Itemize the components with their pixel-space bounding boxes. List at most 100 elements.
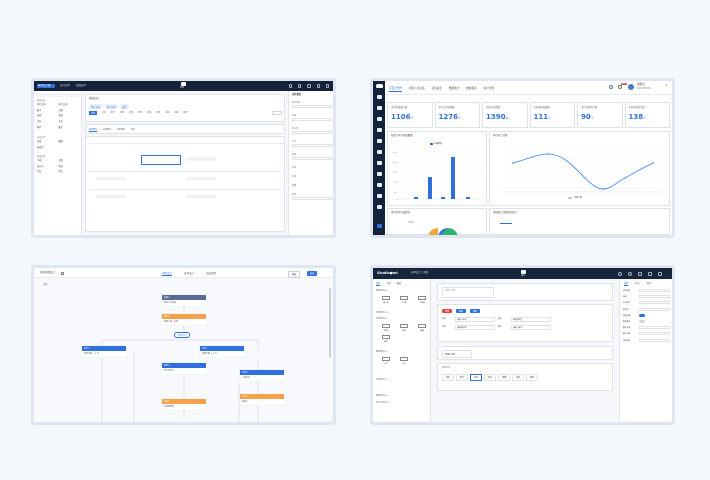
field-placeholder[interactable] [186, 195, 216, 198]
close-icon[interactable] [658, 271, 662, 276]
form-center-icon[interactable] [181, 82, 186, 86]
delete-button[interactable]: 删除 [470, 309, 481, 314]
palette-item[interactable]: 评分 [37, 120, 42, 124]
props-row[interactable]: 校验规则 [623, 338, 670, 342]
palette-item[interactable]: 签名 [58, 170, 63, 174]
flow-node-notify[interactable]: 抄送人 发起人 [240, 394, 284, 405]
props-row[interactable]: 必填 [292, 165, 332, 169]
kpi-card[interactable]: 本月新增客户数 1106个 [387, 102, 433, 128]
chart-icon[interactable] [376, 139, 382, 143]
required-toggle[interactable] [639, 313, 645, 317]
tab-components[interactable]: 组件 [376, 282, 381, 286]
palette-item[interactable]: 分组 [37, 140, 42, 143]
shield-icon[interactable] [376, 117, 382, 121]
component-group[interactable]: 数据展示(9) [376, 351, 388, 353]
flow-node-approver[interactable]: 审批人 直属上级 · 会签 [162, 314, 206, 325]
workflow-card[interactable]: 审批流程设计 流程设计 表单设计 高级设置 预览 发布 流程 [31, 265, 336, 425]
studio-block[interactable]: 请输入内容 [437, 283, 613, 301]
column-header[interactable]: 电话 [484, 374, 497, 381]
design-icon[interactable] [521, 269, 526, 274]
add-button[interactable]: 新增 [442, 309, 453, 314]
tab-advanced[interactable]: 高级设置 [206, 272, 217, 275]
tab-reports[interactable]: 数据报表 [466, 87, 477, 90]
preview-icon[interactable] [307, 84, 311, 88]
grid-icon[interactable] [376, 150, 382, 154]
palette-item[interactable]: 数字 [37, 108, 42, 112]
redo-icon[interactable] [298, 84, 302, 88]
palette-item[interactable]: 单行文本 [37, 103, 46, 106]
filter-tab[interactable]: 关联 [165, 112, 170, 114]
form-section-basic[interactable]: 基础信息 单行文本 多行文本 数字 全部 文本 数字 日期 选择 附件 高级 布… [85, 94, 285, 122]
props-row[interactable]: 是否禁用 [623, 319, 670, 323]
filter-tab[interactable]: 数字 [111, 112, 116, 114]
component-tile[interactable]: 文字 [379, 357, 393, 365]
unload-form-button[interactable]: 卸载表单 [76, 83, 87, 87]
kpi-card[interactable]: 待处理审批数量 111个 [529, 102, 575, 128]
share-icon[interactable] [648, 271, 652, 276]
field-placeholder[interactable] [186, 177, 216, 180]
component-tile[interactable]: 文本域 [397, 296, 411, 304]
filter-tab[interactable]: 文本 [102, 112, 107, 114]
home-icon[interactable] [376, 95, 382, 99]
tab-style[interactable]: 样式 [635, 282, 640, 285]
undo-icon[interactable] [289, 84, 293, 88]
header-icons[interactable] [289, 84, 330, 88]
edit-icon[interactable] [61, 271, 64, 275]
component-group[interactable]: 业务组件(5) [376, 379, 388, 381]
flow-node-approver[interactable]: 审批人 部门负责人 [162, 363, 206, 374]
text-input[interactable]: 请输入内容 [442, 287, 494, 298]
workflow-scrollbar[interactable] [329, 288, 331, 358]
subtab[interactable]: 校验规则 [117, 129, 126, 131]
table-value[interactable]: 请选择状态 [455, 324, 495, 330]
settings-icon[interactable] [376, 205, 382, 209]
palette-item[interactable]: 地址 [58, 164, 63, 168]
props-row[interactable]: 默认值 [623, 307, 670, 311]
tab-customers[interactable]: 客户管理 [483, 87, 495, 90]
field-placeholder[interactable] [186, 157, 216, 161]
kpi-card[interactable]: 本月工单处理数 1276个 [434, 102, 480, 128]
canvas-action-button[interactable] [272, 111, 282, 115]
kpi-card[interactable]: 本周访问数量 1390次 [482, 102, 528, 128]
props-row[interactable]: 隐藏 [292, 183, 332, 187]
palette-item[interactable]: 多行文本 [58, 103, 68, 106]
subtab[interactable]: 事件 [131, 129, 136, 131]
component-tile[interactable]: 按钮 [379, 324, 393, 332]
component-tile[interactable]: 弹窗 [415, 324, 429, 332]
filter-tab[interactable]: 选择 [129, 112, 134, 114]
palette-item[interactable]: 标签页 [37, 145, 44, 149]
component-group[interactable]: 表单组件(12) [376, 312, 389, 314]
palette-item[interactable]: 选择 [37, 114, 42, 118]
props-row[interactable]: 控件名称 [292, 100, 332, 108]
table-value[interactable]: 请输入备注 [511, 324, 551, 330]
chip[interactable]: 数字 [120, 104, 129, 110]
column-header[interactable]: 姓名 [442, 374, 455, 381]
calendar-icon[interactable] [376, 183, 382, 187]
user-icon[interactable] [376, 106, 382, 110]
component-tile[interactable]: 卡片 [397, 357, 411, 365]
form-designer-card[interactable]: 表单设计器 运行表单 卸载表单 表单 基础控件 单行文本 多行文本 数字 日期 … [31, 78, 336, 238]
table-value[interactable]: 请输入名称 [455, 317, 495, 322]
subtab[interactable]: 基础属性 [89, 129, 98, 132]
kpi-card[interactable]: 本月活跃用户数 90个 [577, 102, 623, 128]
flow-node-condition[interactable]: 条件2 请假天数 ≤ 3 天 [200, 346, 244, 357]
flow-node-condition[interactable]: 条件1 请假天数 > 3 天 [82, 346, 126, 357]
props-row[interactable]: 最大长度 [623, 326, 670, 330]
palette-item[interactable]: 开关 [58, 120, 63, 124]
preview-icon[interactable] [638, 271, 642, 276]
component-tile[interactable]: 输入框 [379, 296, 393, 304]
props-row[interactable]: 标题 [623, 295, 670, 299]
component-group[interactable]: 自定义组件(3) [376, 402, 390, 404]
studio-block[interactable]: 数据列表 姓名 部门 岗位 电话 邮箱 状态 操作 [437, 363, 613, 391]
tab-events[interactable]: 事件 [646, 282, 652, 285]
component-tile[interactable]: 下拉框 [415, 296, 429, 304]
tab-form[interactable]: 表单设计 [184, 272, 195, 275]
palette-item[interactable]: 多选 [58, 114, 63, 118]
palette-item[interactable]: 流水号 [37, 164, 44, 168]
palette-item[interactable]: 栅格 [58, 140, 63, 143]
column-header[interactable]: 状态 [512, 374, 525, 381]
studio-block[interactable]: 普通文本框 [437, 346, 613, 360]
palette-search[interactable] [36, 93, 80, 97]
props-row[interactable]: 占位提示 [623, 301, 670, 305]
filter-tab[interactable]: 全部 [89, 111, 98, 115]
tab-stats[interactable]: 数据统计 [448, 87, 460, 90]
